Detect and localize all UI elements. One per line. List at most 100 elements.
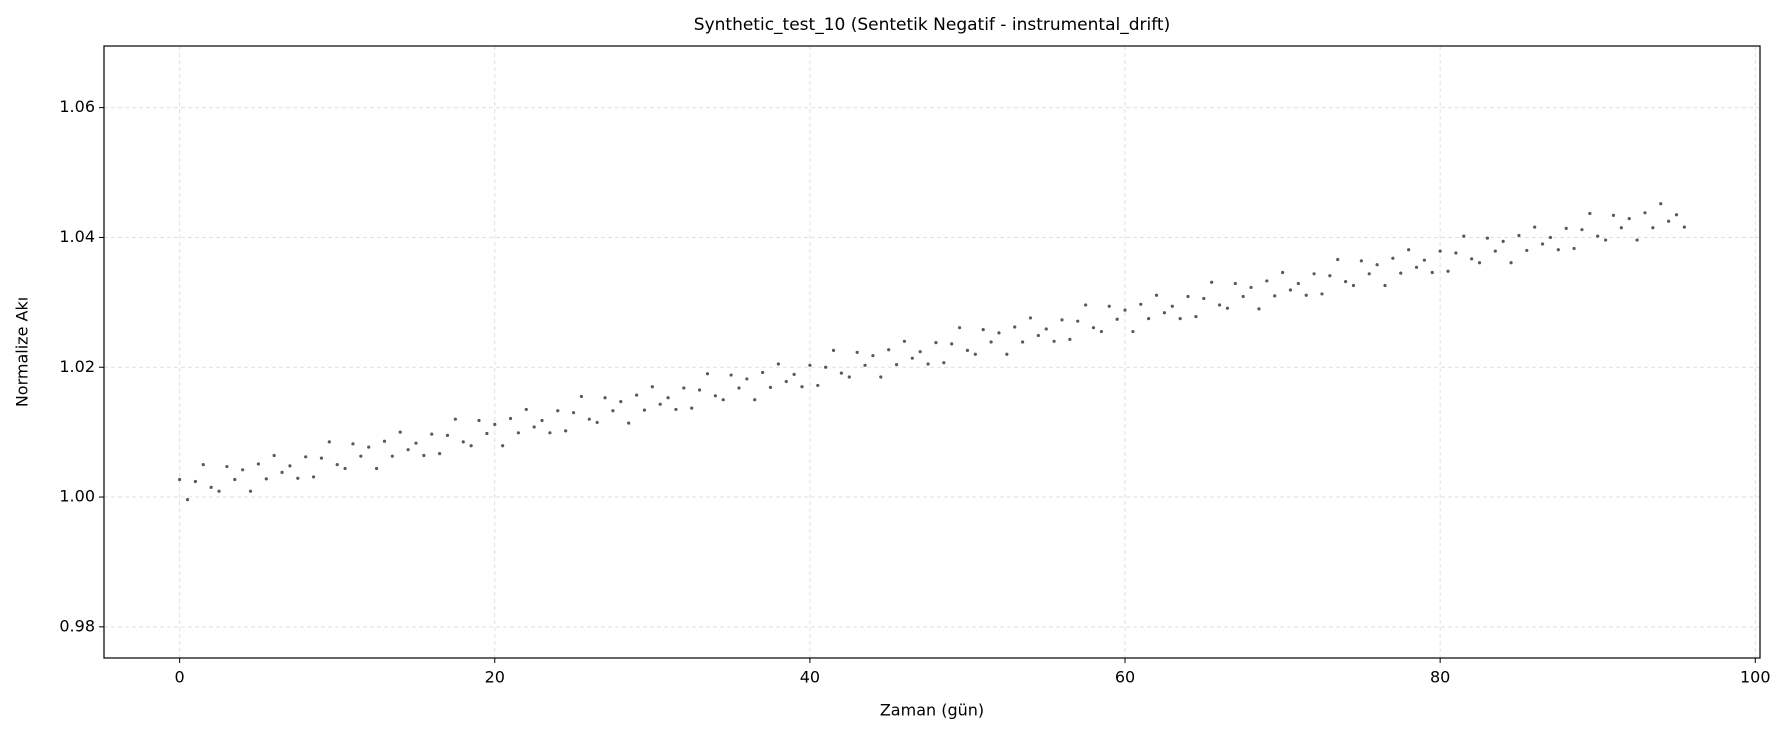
data-point — [571, 411, 576, 415]
data-point — [1477, 261, 1482, 265]
data-point — [1162, 311, 1167, 315]
data-point — [1304, 293, 1308, 297]
data-point — [1233, 281, 1237, 286]
data-point — [398, 430, 402, 434]
data-point — [729, 373, 733, 377]
data-point — [627, 421, 631, 425]
data-point — [178, 477, 182, 482]
data-point — [193, 479, 197, 484]
data-point — [311, 475, 316, 479]
data-point — [493, 422, 497, 426]
data-point — [658, 402, 662, 406]
data-point — [1336, 257, 1340, 262]
data-point — [1170, 304, 1174, 308]
data-point — [477, 418, 481, 423]
data-point — [1572, 246, 1576, 251]
data-point — [1068, 337, 1072, 341]
data-point — [540, 418, 544, 423]
data-point — [831, 348, 836, 352]
y-tick-label: 0.98 — [59, 616, 95, 635]
data-point — [445, 433, 450, 437]
data-point — [319, 456, 324, 460]
data-point — [430, 432, 434, 436]
data-point — [1202, 296, 1206, 301]
data-point — [595, 420, 599, 425]
data-point — [264, 477, 268, 481]
data-point — [248, 489, 253, 493]
data-point — [469, 444, 473, 448]
data-point — [1044, 327, 1048, 331]
data-point — [1470, 257, 1474, 261]
data-point — [1257, 307, 1261, 311]
data-point — [784, 379, 788, 384]
data-point — [1635, 238, 1639, 242]
data-point — [1580, 228, 1584, 232]
data-point — [1210, 280, 1214, 284]
x-tick-label: 0 — [175, 668, 185, 687]
data-point — [304, 455, 308, 459]
data-point — [957, 326, 962, 330]
data-point — [579, 394, 584, 399]
x-axis-label: Zaman (gün) — [880, 701, 984, 720]
data-point — [989, 340, 993, 344]
data-point — [1667, 219, 1671, 223]
data-point — [296, 476, 300, 480]
data-point — [839, 371, 844, 375]
data-point — [382, 439, 387, 443]
data-point — [855, 350, 859, 354]
data-point — [1359, 259, 1363, 263]
data-point — [1422, 258, 1426, 262]
data-point — [1005, 352, 1009, 356]
data-point — [1391, 256, 1395, 260]
data-point — [1674, 213, 1679, 217]
data-point — [548, 431, 552, 435]
data-point — [1493, 249, 1497, 253]
data-point — [1139, 302, 1143, 306]
x-tick-label: 40 — [800, 668, 820, 687]
data-point — [438, 451, 442, 456]
data-point — [1509, 261, 1513, 265]
data-point — [453, 417, 457, 421]
data-point — [1596, 234, 1600, 238]
data-point — [1123, 308, 1127, 312]
data-point — [761, 370, 765, 375]
data-point — [950, 342, 954, 346]
data-point — [642, 408, 647, 412]
data-point — [1619, 226, 1623, 230]
data-point — [1099, 329, 1103, 334]
data-point — [926, 362, 930, 366]
data-point — [674, 407, 678, 412]
data-point — [461, 440, 465, 444]
data-point — [682, 386, 686, 390]
data-point — [808, 363, 812, 367]
data-point — [918, 350, 922, 354]
data-point — [1265, 279, 1269, 283]
data-point — [524, 407, 528, 412]
data-point — [508, 416, 513, 421]
data-point — [1296, 281, 1300, 286]
data-point — [1540, 242, 1545, 246]
data-point — [1280, 270, 1285, 275]
data-point — [185, 498, 190, 502]
y-tick-label: 1.04 — [59, 227, 95, 246]
data-point — [1312, 272, 1316, 276]
data-point — [1383, 283, 1387, 288]
y-tick-label: 1.00 — [59, 487, 95, 506]
data-point — [1517, 233, 1521, 238]
data-point — [225, 464, 229, 469]
data-point — [800, 385, 804, 389]
data-point — [564, 429, 568, 433]
data-point — [1060, 318, 1064, 322]
data-point — [1611, 213, 1616, 217]
data-point — [1241, 294, 1245, 299]
data-point — [965, 348, 970, 352]
chart-title: Synthetic_test_10 (Sentetik Negatif - in… — [694, 15, 1170, 35]
data-point — [1249, 285, 1253, 290]
data-point — [1013, 325, 1017, 329]
data-point — [1028, 316, 1033, 320]
data-point — [611, 409, 615, 413]
data-point — [1367, 272, 1371, 276]
data-point — [516, 431, 520, 435]
